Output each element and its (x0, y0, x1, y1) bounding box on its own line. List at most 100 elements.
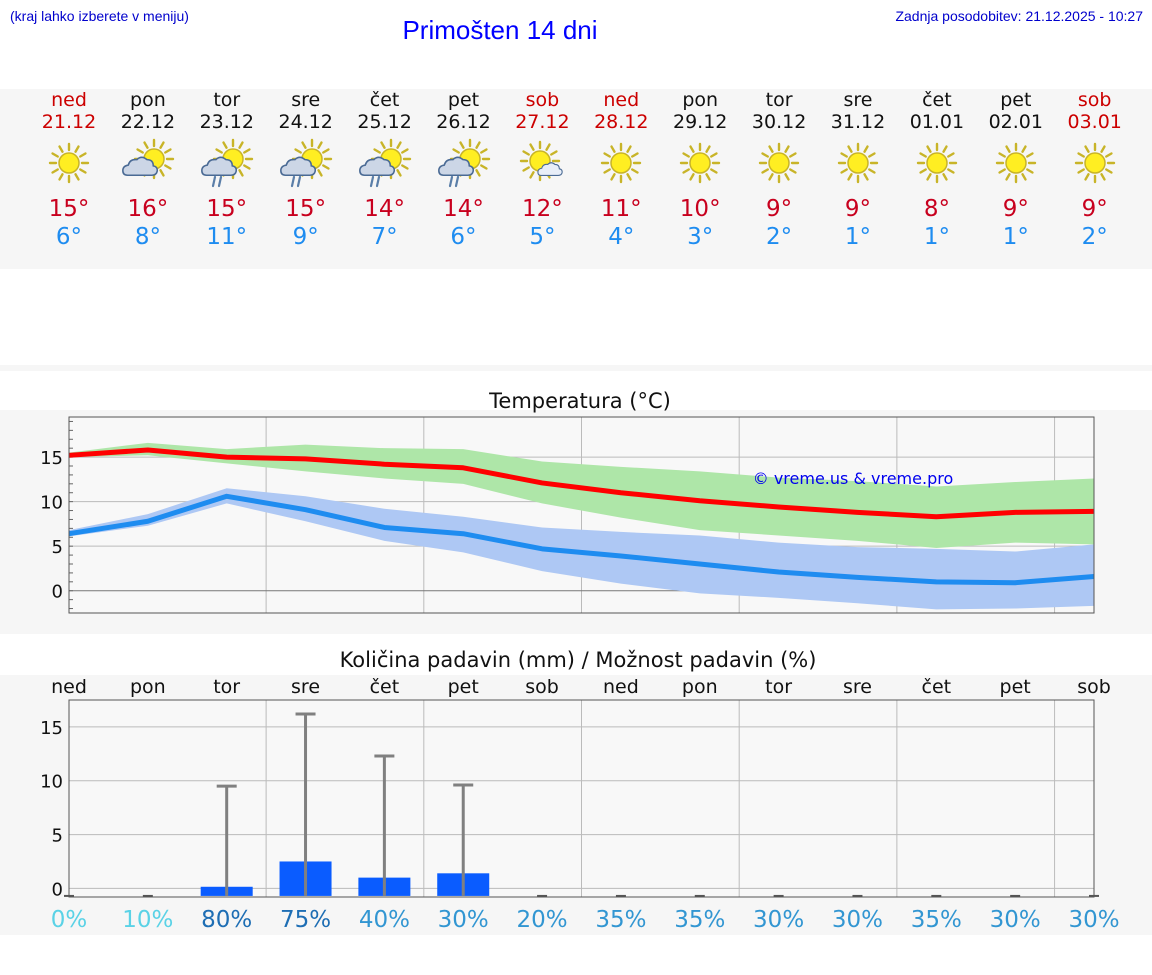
min-temperature: 7° (371, 224, 398, 250)
day-date: 24.12 (278, 111, 333, 133)
y-tick-label: 15 (40, 718, 63, 739)
day-name: ned (603, 89, 640, 111)
sun-cloud-rain-icon (187, 133, 267, 191)
y-tick-label: 15 (40, 448, 63, 469)
precipitation-chart: Količina padavin (mm) / Možnost padavin … (40, 648, 1119, 933)
day-date: 03.01 (1067, 111, 1122, 133)
sun-cloud-rain-icon (266, 133, 346, 191)
day-name: tor (213, 89, 241, 111)
max-temperature-line (68, 447, 1095, 520)
forecast-day: sre 31.12 9° 1° (818, 89, 898, 251)
forecast-day: ned 28.12 11° 4° (581, 89, 661, 251)
precipitation-probability: 20% (517, 907, 568, 933)
forecast-day: tor 23.12 15° 11° (187, 89, 267, 251)
day-date: 01.01 (909, 111, 965, 133)
category-label: pet (1000, 676, 1031, 698)
sun-icon (739, 133, 819, 191)
day-date: 22.12 (120, 111, 176, 133)
y-tick-label: 0 (52, 582, 63, 603)
max-temperature: 9° (844, 196, 872, 222)
category-label: čet (922, 676, 952, 698)
day-name: ned (51, 89, 87, 111)
y-tick-label: 5 (52, 537, 63, 558)
category-label: sre (843, 676, 872, 698)
max-temperature: 15° (285, 196, 327, 222)
forecast-day: čet 25.12 14° 7° (345, 89, 425, 251)
min-temperature: 3° (687, 224, 714, 250)
precipitation-probability: 10% (122, 907, 173, 933)
forecast-day: sob 03.01 9° 2° (1055, 89, 1135, 251)
day-name: čet (922, 89, 952, 111)
min-temperature: 5° (529, 224, 556, 250)
max-temperature: 15° (206, 196, 248, 222)
sun-cloud-icon (108, 133, 188, 191)
sun-icon (1055, 133, 1135, 191)
min-temperature-line (68, 493, 1095, 586)
max-temperature: 9° (1002, 196, 1029, 222)
max-temperature: 8° (923, 196, 950, 222)
precipitation-probability: 35% (911, 907, 962, 933)
min-temperature: 4° (608, 224, 635, 250)
sun-small-cloud-icon (502, 133, 582, 191)
sun-icon (897, 133, 977, 191)
max-temperature: 14° (443, 196, 484, 222)
chart-title: Temperatura (°C) (488, 389, 671, 413)
max-temperature: 9° (766, 196, 793, 222)
max-temperature: 12° (522, 196, 563, 222)
min-temperature: 6° (450, 224, 477, 250)
sun-cloud-rain-icon (424, 133, 504, 191)
min-temperature: 6° (55, 224, 83, 250)
forecast-day: čet 01.01 8° 1° (897, 89, 977, 251)
min-temperature-band (69, 488, 1094, 610)
day-name: pon (130, 89, 166, 111)
category-label: sob (1077, 676, 1111, 698)
category-label: ned (51, 676, 87, 698)
temperature-chart: 0 5 10 15 Temperatura (°C) © vreme.us & vreme… (40, 389, 1095, 614)
y-tick-label: 5 (52, 826, 63, 847)
sun-icon (976, 133, 1056, 191)
max-temperature: 15° (48, 196, 90, 222)
sun-icon (581, 133, 661, 191)
day-date: 21.12 (41, 111, 97, 133)
category-label: čet (370, 676, 400, 698)
max-temperature: 10° (679, 196, 721, 222)
y-tick-label: 10 (40, 493, 63, 514)
forecast-day: pon 22.12 16° 8° (108, 89, 188, 251)
precipitation-probability: 40% (359, 907, 410, 933)
min-temperature: 11° (206, 224, 248, 250)
precipitation-probability: 30% (990, 907, 1041, 933)
day-date: 23.12 (199, 111, 254, 133)
day-date: 29.12 (672, 111, 728, 133)
chart-title: Količina padavin (mm) / Možnost padavin … (340, 648, 817, 672)
min-temperature: 8° (134, 224, 161, 250)
day-name: sre (291, 89, 321, 111)
day-date: 28.12 (594, 111, 649, 133)
category-label: pet (448, 676, 479, 698)
min-temperature: 1° (923, 224, 950, 250)
max-temperature: 11° (600, 196, 642, 222)
max-temperature: 16° (127, 196, 169, 222)
day-date: 27.12 (515, 111, 570, 133)
day-name: čet (369, 89, 400, 111)
plot-frame (68, 416, 1095, 614)
day-date: 02.01 (988, 111, 1043, 133)
forecast-strip: ned 21.12 15° 6° pon 22.12 16° 8° tor 23.1… (0, 89, 1152, 269)
y-tick-label: 10 (40, 772, 63, 793)
sun-icon (29, 133, 109, 191)
day-name: sob (1077, 89, 1112, 111)
max-temperature: 9° (1081, 196, 1108, 222)
min-temperature: 2° (1081, 224, 1108, 250)
day-date: 25.12 (357, 111, 412, 133)
category-label: tor (765, 676, 792, 698)
category-label: pon (682, 676, 718, 698)
y-tick-label: 0 (52, 879, 63, 900)
category-label: sob (525, 676, 559, 698)
precipitation-probability: 0% (51, 907, 88, 933)
day-name: pon (682, 89, 719, 111)
day-date: 30.12 (751, 111, 807, 133)
category-label: sre (291, 676, 320, 698)
plot-frame (68, 699, 1095, 898)
sun-icon (818, 133, 898, 191)
precipitation-probability: 80% (201, 907, 252, 933)
forecast-day: pet 26.12 14° 6° (424, 89, 504, 251)
